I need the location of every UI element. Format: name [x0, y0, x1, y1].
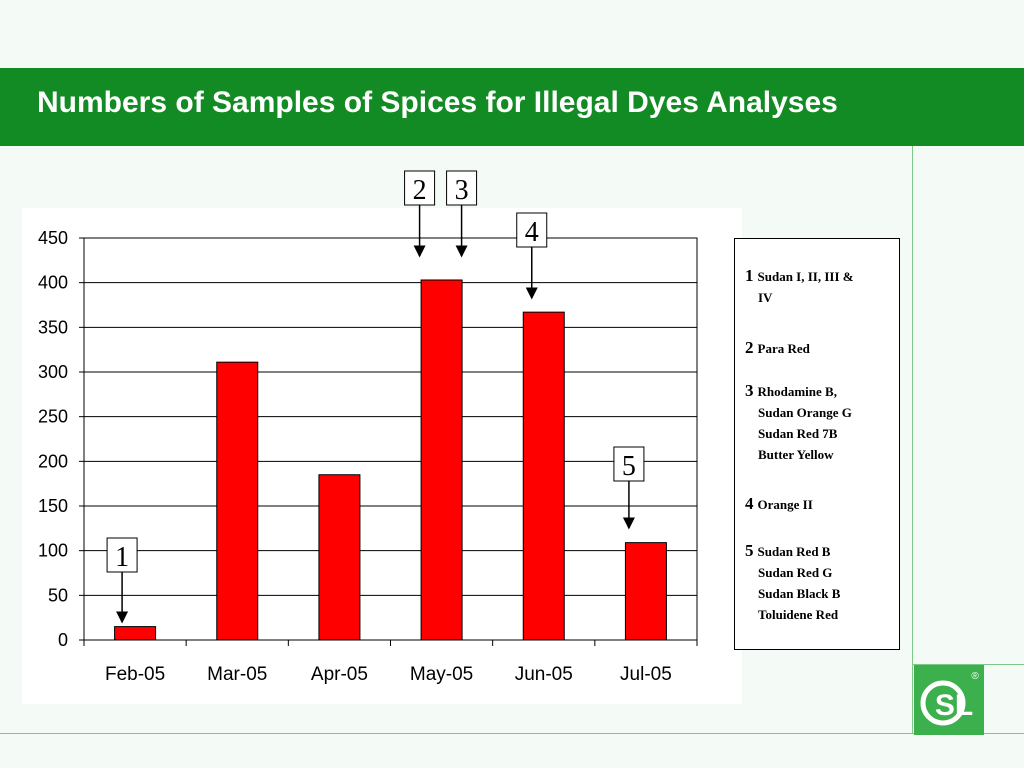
legend-item: 3 Rhodamine B, Sudan Orange G Sudan Red 7B B…: [745, 380, 852, 465]
legend-number: 2: [745, 338, 754, 357]
logo-registered-mark: ®: [971, 671, 979, 682]
csl-logo: SL ®: [914, 665, 984, 735]
legend-dye-name: Butter Yellow: [758, 447, 834, 462]
legend-item: 2 Para Red: [745, 337, 810, 359]
csl-logo-icon: SL ®: [920, 671, 979, 726]
callout-label: 3: [455, 175, 469, 206]
legend-dye-name: Toluidene Red: [758, 607, 839, 622]
legend-number: 3: [745, 381, 754, 400]
chart-panel: [22, 208, 742, 704]
legend-dye-name: Sudan Orange G: [758, 405, 852, 420]
legend-item: 5 Sudan Red B Sudan Red G Sudan Black B Tolu…: [745, 540, 840, 625]
legend-dye-name: Sudan Red G: [758, 565, 833, 580]
logo-divider: [912, 664, 1024, 665]
legend-dye-name: Sudan Red 7B: [758, 426, 838, 441]
legend-dye-name: Sudan I, II, III &: [757, 269, 854, 284]
title-banner: Numbers of Samples of Spices for Illegal…: [0, 68, 1024, 146]
callout-box: [446, 170, 478, 206]
legend-item: 1 Sudan I, II, III & IV: [745, 265, 854, 308]
legend-number: 1: [745, 266, 754, 285]
bottom-divider: [0, 733, 1024, 734]
legend-dye-name: Sudan Red B: [757, 544, 831, 559]
legend-item: 4 Orange II: [745, 493, 813, 515]
vertical-divider: [912, 146, 913, 734]
page-title: Numbers of Samples of Spices for Illegal…: [37, 86, 838, 119]
callout-box: [404, 170, 436, 206]
callout-label: 2: [413, 175, 427, 206]
legend-box: 1 Sudan I, II, III & IV 2 Para Red 3 Rhodamine…: [734, 238, 900, 650]
legend-dye-name: Sudan Black B: [758, 586, 841, 601]
legend-number: 4: [745, 494, 754, 513]
legend-dye-name: Para Red: [757, 341, 810, 356]
legend-number: 5: [745, 541, 754, 560]
legend-dye-name: Orange II: [757, 497, 813, 512]
legend-dye-name: Rhodamine B,: [757, 384, 837, 399]
logo-text: SL: [935, 689, 973, 722]
legend-dye-name: IV: [758, 290, 773, 305]
